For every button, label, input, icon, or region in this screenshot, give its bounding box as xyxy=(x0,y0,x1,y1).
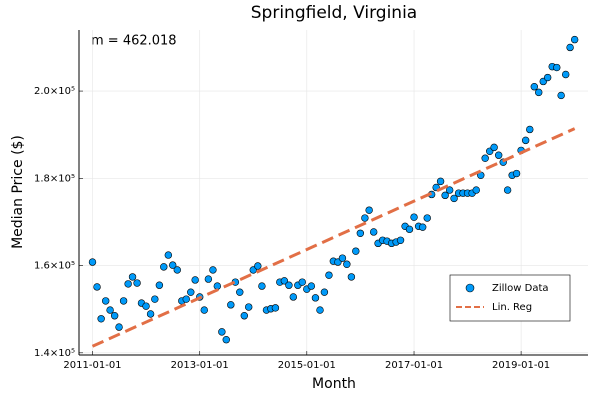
legend-label: Lin. Reg xyxy=(492,302,532,313)
y-tick-label: 2.0×10⁵ xyxy=(34,86,75,97)
x-tick-label: 2011-01-01 xyxy=(63,360,121,371)
point xyxy=(320,288,329,296)
point xyxy=(494,151,503,159)
legend-marker xyxy=(465,283,475,293)
point xyxy=(218,328,226,336)
point xyxy=(365,206,373,214)
point xyxy=(254,262,262,270)
legend-box xyxy=(449,274,571,322)
point xyxy=(410,213,418,221)
point xyxy=(570,35,579,44)
point xyxy=(222,336,230,344)
y-tick-label: 1.6×10⁵ xyxy=(34,261,75,272)
point xyxy=(445,186,454,194)
point xyxy=(106,306,114,314)
point xyxy=(160,263,168,271)
point xyxy=(101,297,110,305)
point xyxy=(566,43,574,52)
y-axis-label: Median Price ($) xyxy=(10,135,26,249)
point xyxy=(227,301,235,309)
point xyxy=(352,247,360,255)
point xyxy=(245,303,253,311)
point xyxy=(200,306,208,314)
point xyxy=(325,271,333,279)
legend-label: Zillow Data xyxy=(492,283,549,294)
point xyxy=(133,279,141,287)
point xyxy=(204,275,213,283)
point xyxy=(209,266,217,274)
point xyxy=(405,225,414,234)
x-tick-label: 2017-01-01 xyxy=(385,360,443,371)
point xyxy=(490,143,498,152)
y-tick-label: 1.4×10⁵ xyxy=(34,348,75,359)
point xyxy=(311,294,320,302)
x-tick-label: 2015-01-01 xyxy=(278,360,336,371)
point xyxy=(164,251,173,259)
point xyxy=(142,302,150,310)
point xyxy=(530,83,539,91)
point xyxy=(271,304,280,312)
point xyxy=(436,177,445,186)
point xyxy=(369,228,378,236)
point xyxy=(191,276,199,284)
y-tick-label: 1.8×10⁵ xyxy=(34,173,75,184)
point xyxy=(88,258,97,266)
point xyxy=(155,281,164,289)
point xyxy=(481,154,489,162)
point xyxy=(187,288,195,296)
point xyxy=(240,312,249,320)
point xyxy=(338,254,347,262)
point xyxy=(356,229,365,237)
point xyxy=(128,273,137,281)
point xyxy=(347,273,356,281)
point xyxy=(557,91,565,100)
x-tick-label: 2013-01-01 xyxy=(171,360,229,371)
point xyxy=(236,288,244,296)
point xyxy=(280,277,289,285)
point xyxy=(285,281,293,289)
point xyxy=(423,214,431,222)
point xyxy=(173,266,181,274)
x-tick-label: 2019-01-01 xyxy=(492,360,550,371)
point xyxy=(146,310,155,318)
annotation: m = 462.018 xyxy=(91,34,177,49)
point xyxy=(526,125,534,134)
point xyxy=(124,280,132,288)
point xyxy=(110,312,119,320)
point xyxy=(169,261,177,269)
point xyxy=(361,214,369,222)
x-axis-label: Month xyxy=(312,376,356,392)
point xyxy=(441,191,449,200)
point xyxy=(450,194,458,203)
point xyxy=(396,236,405,244)
point xyxy=(543,73,552,82)
point xyxy=(115,323,123,331)
point xyxy=(562,70,570,79)
point xyxy=(119,297,128,305)
point xyxy=(316,306,324,314)
chart-title: Springfield, Virginia xyxy=(251,3,417,23)
point xyxy=(93,283,101,291)
point xyxy=(521,136,530,145)
point xyxy=(307,282,316,290)
point xyxy=(298,278,306,286)
point xyxy=(151,295,159,303)
point xyxy=(512,169,521,178)
point xyxy=(97,315,105,323)
point xyxy=(535,88,543,97)
point xyxy=(418,223,427,231)
point xyxy=(343,260,351,268)
point xyxy=(503,186,512,194)
regression-line xyxy=(91,127,576,348)
point xyxy=(182,295,190,303)
point xyxy=(258,282,266,290)
point xyxy=(472,186,480,194)
point xyxy=(553,63,561,72)
point xyxy=(289,293,298,301)
